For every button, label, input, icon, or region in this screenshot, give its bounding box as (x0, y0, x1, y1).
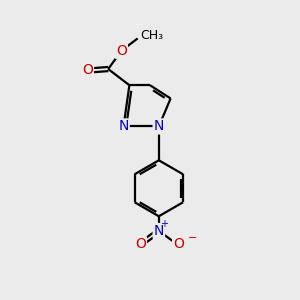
Text: O: O (116, 44, 127, 58)
Text: CH₃: CH₃ (140, 29, 163, 42)
Text: O: O (135, 237, 146, 251)
Text: N: N (154, 224, 164, 238)
Text: N: N (118, 119, 129, 134)
Text: −: − (188, 233, 197, 243)
Text: O: O (82, 64, 93, 77)
Text: +: + (160, 220, 168, 230)
Text: O: O (173, 237, 184, 251)
Text: N: N (154, 119, 164, 134)
